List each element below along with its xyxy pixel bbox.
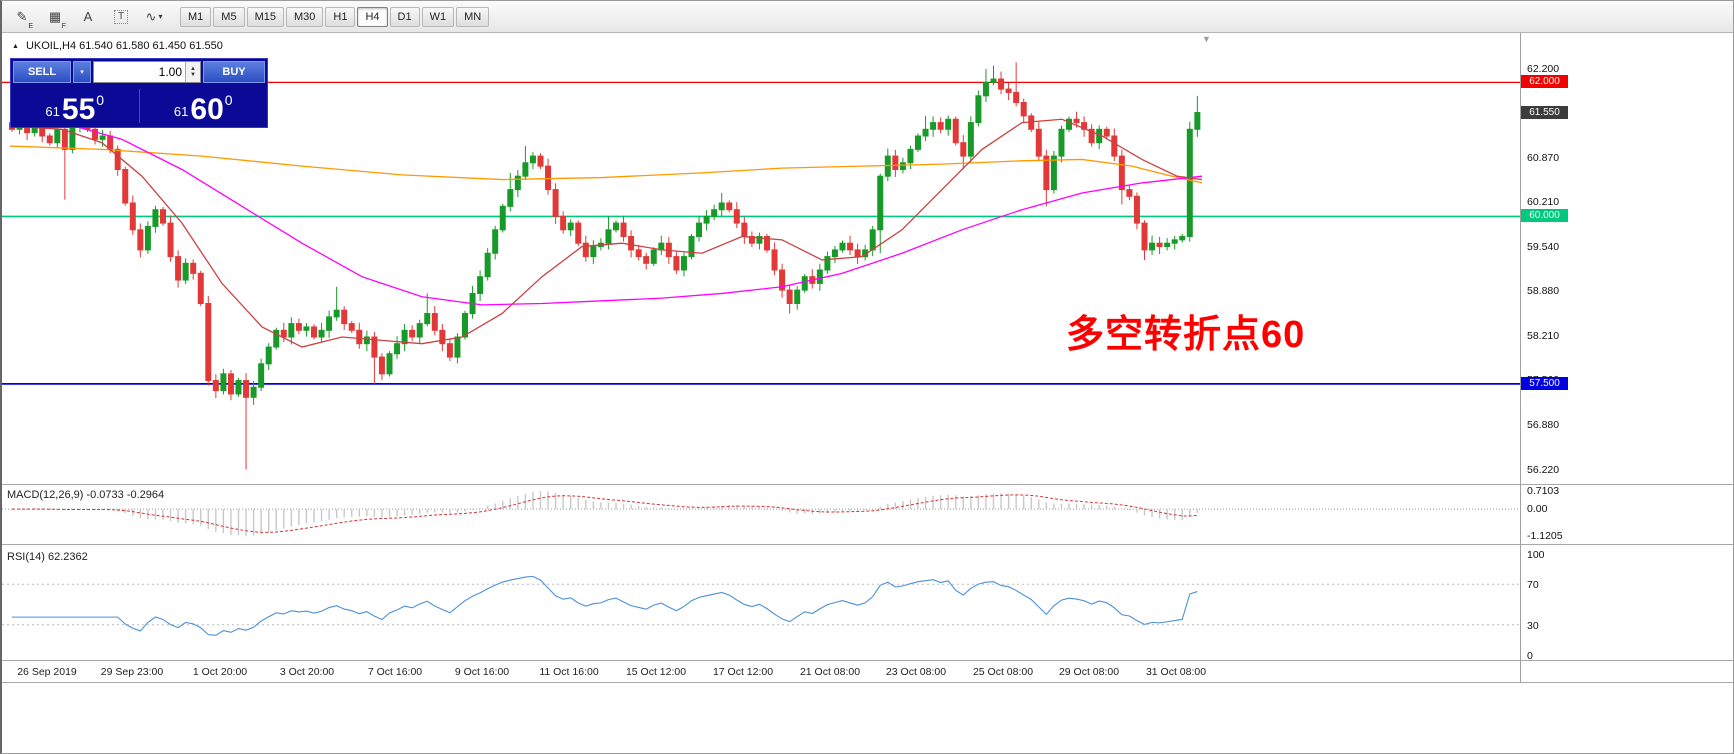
sell-button[interactable]: SELL [13,61,71,83]
bid-price: 61 55 0 [45,92,105,126]
rsi-level-70: 70 [1527,579,1539,591]
price-tick-label: 59.540 [1527,241,1560,254]
rsi-label: RSI(14) 62.2362 [7,551,88,563]
timeframe-button-m1[interactable]: M1 [180,6,212,27]
toolbar: ✎ E ▦ F A T ∿ ▾ M1 M5 M15 M30 H1 H4 D1 W1 MN [2,1,1733,33]
buy-button[interactable]: BUY [203,61,265,83]
rsi-level-0: 0 [1527,650,1533,662]
macd-axis-min: -1.1205 [1527,530,1563,542]
time-axis-label: 31 Oct 08:00 [1145,666,1207,678]
time-axis[interactable]: 26 Sep 2019 29 Sep 23:00 1 Oct 20:00 3 Oct … [2,1,1520,753]
time-axis-label: 3 Oct 20:00 [279,666,335,678]
macd-axis-zero: 0.00 [1527,503,1548,515]
lot-stepper[interactable]: ▲ ▼ [185,62,200,82]
timeframe-button-mn[interactable]: MN [456,6,490,27]
lot-size-input[interactable] [94,62,185,82]
price-tick-label: 56.880 [1527,419,1560,432]
draw-tool-icon[interactable]: ✎ E [16,8,33,30]
price-tick-label: 58.210 [1527,330,1560,343]
time-axis-label: 26 Sep 2019 [17,666,77,678]
timeframe-button-w1[interactable]: W1 [421,6,455,27]
price-tick-label: 60.870 [1527,152,1560,165]
tool-icons-group: ✎ E ▦ F A T ∿ ▾ [2,6,166,30]
text-tool-icon[interactable]: A [83,9,93,24]
timeframe-button-m15[interactable]: M15 [246,6,284,27]
stepper-down-icon: ▼ [190,72,196,78]
current-price-badge: 61.550 [1521,105,1568,119]
label-tool-icon[interactable]: T [109,6,133,28]
timeframe-button-h1[interactable]: H1 [325,6,356,27]
macd-rsi-separator[interactable] [2,544,1733,545]
indicators-tool-icon[interactable]: ∿ ▾ [145,8,163,24]
chevron-down-icon: ▾ [80,69,84,76]
time-axis-label: 21 Oct 08:00 [799,666,861,678]
ohlc-text: UKOIL,H4 61.540 61.580 61.450 61.550 [25,40,223,52]
bid-ask-row: 61 55 0 61 60 0 [11,85,267,127]
time-axis-label: 25 Oct 08:00 [972,666,1034,678]
macd-axis-max: 0.7103 [1527,485,1560,497]
one-click-trading-panel: SELL ▾ ▲▼ BUY 61 55 0 61 60 0 [10,58,268,128]
time-axis-label: 29 Sep 23:00 [100,666,164,678]
axis-separator [1520,33,1521,682]
chevron-down-icon: ▾ [158,12,163,21]
price-tick-label: 56.220 [1527,463,1560,476]
grid-tool-icon[interactable]: ▦ F [48,8,66,30]
trade-options-dropdown[interactable]: ▾ [73,61,91,83]
pivot-line-badge: 60.000 [1521,209,1568,223]
timeframe-toolbar: M1 M5 M15 M30 H1 H4 D1 W1 MN [180,6,490,27]
rsi-level-100: 100 [1527,549,1545,561]
timeframe-button-d1[interactable]: D1 [389,6,420,27]
time-axis-label: 11 Oct 16:00 [539,666,599,678]
rsi-timeaxis-separator [2,660,1733,661]
ask-price: 61 60 0 [173,92,233,126]
time-axis-label: 29 Oct 08:00 [1058,666,1120,678]
time-axis-label: 9 Oct 16:00 [454,666,510,678]
macd-label: MACD(12,26,9) -0.0733 -0.2964 [7,489,165,501]
chart-macd-separator[interactable] [2,484,1733,485]
chart-shift-marker-icon[interactable]: ▼ [1202,34,1211,44]
price-axis[interactable]: 62.200 60.870 60.210 59.540 58.880 58.210 57.5… [1520,1,1733,753]
time-axis-label: 7 Oct 16:00 [367,666,423,678]
price-tick-label: 60.210 [1527,196,1560,209]
bottom-separator [2,682,1733,683]
time-axis-label: 1 Oct 20:00 [192,666,248,678]
timeframe-button-h4[interactable]: H4 [357,6,388,27]
resistance-line-badge: 62.000 [1521,75,1568,89]
symbol-ohlc-header: ▲ UKOIL,H4 61.540 61.580 61.450 61.550 [12,40,223,52]
chart-annotation: 多空转折点60 [1066,314,1306,356]
price-tick-label: 58.880 [1527,285,1560,298]
price-tick-label: 62.200 [1527,63,1560,75]
stepper-up-icon: ▲ [190,66,196,72]
timeframe-button-m30[interactable]: M30 [285,6,324,27]
lot-size-field: ▲▼ [93,61,201,83]
rsi-level-30: 30 [1527,620,1539,632]
timeframe-button-m5[interactable]: M5 [213,6,245,27]
time-axis-label: 17 Oct 12:00 [712,666,774,678]
collapse-icon[interactable]: ▲ [12,42,19,50]
price-divider [138,89,140,123]
trade-controls-row: SELL ▾ ▲▼ BUY [11,59,267,85]
support-line-badge: 57.500 [1521,376,1568,390]
time-axis-label: 15 Oct 12:00 [625,666,687,678]
time-axis-label: 23 Oct 08:00 [885,666,947,678]
